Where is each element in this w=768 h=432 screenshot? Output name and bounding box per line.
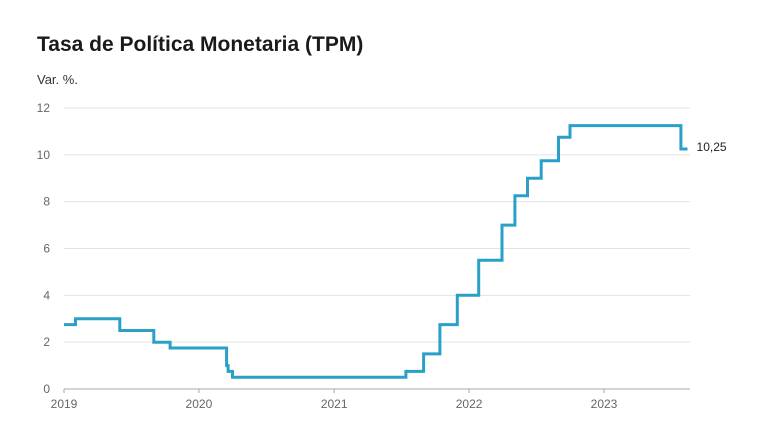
y-tick-label: 8	[43, 195, 50, 209]
x-tick-label: 2019	[51, 397, 78, 411]
y-tick-label: 4	[43, 288, 50, 302]
x-tick-label: 2022	[456, 397, 483, 411]
end-value-label: 10,25	[697, 140, 727, 154]
y-tick-label: 0	[43, 382, 50, 396]
x-tick-label: 2020	[186, 397, 213, 411]
x-tick-label: 2021	[321, 397, 348, 411]
gridlines	[64, 108, 690, 342]
chart-container: Tasa de Política Monetaria (TPM) Var. %.…	[0, 0, 768, 432]
y-tick-label: 2	[43, 335, 50, 349]
y-tick-labels: 0 2 4 6 8 10 12	[37, 101, 51, 396]
y-tick-label: 12	[37, 101, 51, 115]
series-line	[64, 126, 688, 378]
y-tick-label: 6	[43, 242, 50, 256]
line-chart: 0 2 4 6 8 10 12 2019 2020 2021 2022 2023 10,25	[0, 0, 768, 432]
x-tick-labels: 2019 2020 2021 2022 2023	[51, 389, 618, 411]
x-tick-label: 2023	[591, 397, 618, 411]
y-tick-label: 10	[37, 148, 51, 162]
